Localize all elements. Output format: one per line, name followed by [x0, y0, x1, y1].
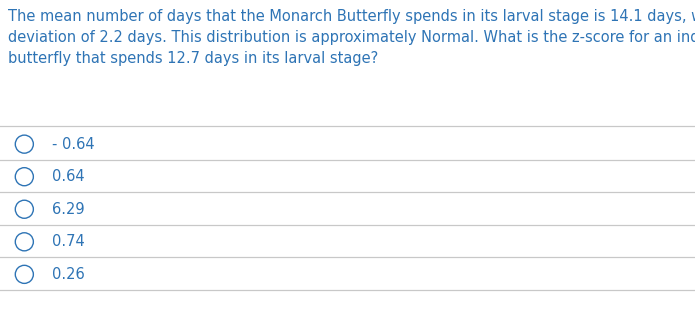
Text: 0.74: 0.74	[52, 234, 85, 249]
Text: 0.26: 0.26	[52, 267, 85, 282]
Text: The mean number of days that the Monarch Butterfly spends in its larval stage is: The mean number of days that the Monarch…	[8, 9, 695, 66]
Text: 6.29: 6.29	[52, 202, 85, 217]
Text: 0.64: 0.64	[52, 169, 85, 184]
Text: - 0.64: - 0.64	[52, 137, 95, 152]
